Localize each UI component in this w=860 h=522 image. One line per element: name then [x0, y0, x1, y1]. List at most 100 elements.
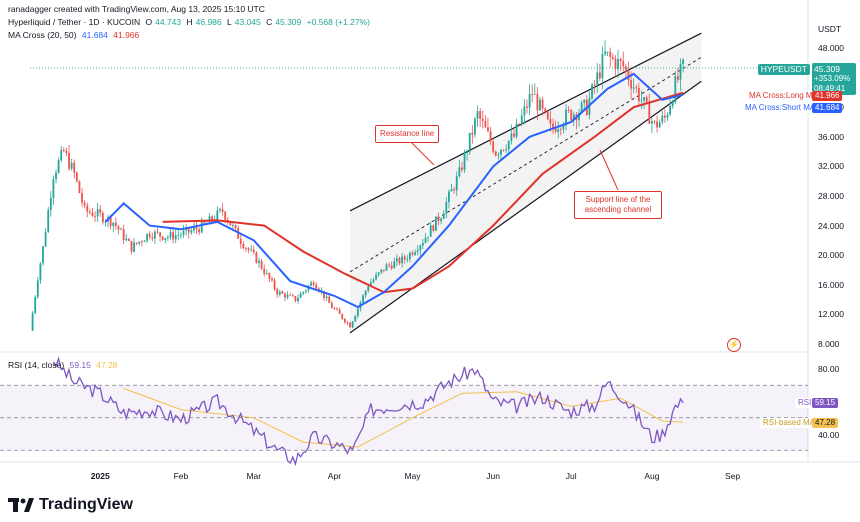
- candle-body: [364, 290, 367, 296]
- resistance-annotation[interactable]: Resistance line: [375, 125, 440, 143]
- support-annotation[interactable]: Support line of the ascending channel: [574, 191, 662, 219]
- candle-body: [479, 111, 482, 119]
- support-line: [349, 80, 702, 334]
- candle-body: [148, 233, 151, 237]
- candle-body: [338, 309, 341, 314]
- candle-body: [323, 291, 325, 299]
- ohlc-o-label: O: [145, 17, 153, 27]
- candle-body: [484, 120, 487, 128]
- attribution-text: ranadagger created with TradingView.com,…: [8, 4, 265, 14]
- ohlc-c-label: C: [266, 17, 273, 27]
- candle-body: [252, 249, 255, 253]
- candle-body: [70, 162, 73, 169]
- candle-body: [356, 308, 359, 316]
- time-tick-label: 2025: [90, 471, 110, 481]
- ma-legend[interactable]: MA Cross (20, 50) 41.684 41.966: [8, 30, 142, 40]
- candle-body: [606, 51, 609, 53]
- candle-body: [463, 152, 466, 170]
- tradingview-logo[interactable]: TradingView: [8, 496, 133, 514]
- rsi-legend[interactable]: RSI (14, close) 59.15 47.28: [8, 360, 121, 370]
- candle-body: [640, 100, 643, 102]
- flash-icon[interactable]: ⚡: [727, 338, 741, 352]
- candle-body: [273, 280, 276, 290]
- candle-body: [245, 248, 247, 249]
- short-ma-tag-value: 41.684: [812, 103, 843, 113]
- candle-body: [125, 238, 128, 241]
- candle-body: [88, 211, 91, 213]
- candle-body: [453, 189, 456, 191]
- ma-legend-label: MA Cross (20, 50): [8, 30, 77, 40]
- candle-body: [458, 167, 461, 177]
- candle-body: [578, 112, 580, 121]
- candle-body: [211, 216, 214, 221]
- ascending-channel[interactable]: [30, 32, 808, 334]
- last-price-tag: 45.309 +353.09% 08:49:41: [812, 63, 856, 95]
- time-tick-label: Apr: [327, 471, 342, 481]
- candle-body: [286, 294, 289, 298]
- candle-body: [278, 291, 281, 295]
- candle-body: [268, 273, 271, 279]
- candle-body: [604, 51, 606, 55]
- candle-body: [497, 154, 500, 156]
- support-annotation-arrow: [599, 149, 619, 191]
- candle-body: [518, 123, 521, 125]
- candle-body: [255, 252, 258, 263]
- candle-body: [630, 80, 632, 89]
- time-tick-label: Jun: [486, 471, 501, 481]
- candle-body: [198, 229, 201, 233]
- candle-body: [474, 118, 476, 135]
- last-price: 45.309: [814, 64, 840, 74]
- candle-body: [203, 221, 206, 224]
- candle-body: [156, 231, 159, 233]
- ohlc-high: 46.986: [195, 17, 222, 27]
- candle-body: [31, 312, 34, 331]
- candle-body: [502, 149, 505, 151]
- candle-body: [44, 232, 47, 247]
- symbol-legend[interactable]: Hyperliquid / Tether · 1D · KUCOIN O 44.7…: [8, 17, 373, 27]
- candle-body: [34, 296, 37, 313]
- candle-body: [632, 87, 635, 89]
- candle-body: [593, 84, 596, 86]
- attribution-line: ranadagger created with TradingView.com,…: [8, 4, 268, 14]
- candle-body: [101, 212, 104, 223]
- rsi-legend-value: 59.15: [69, 360, 91, 370]
- candle-body: [546, 111, 549, 120]
- candle-body: [481, 118, 484, 121]
- candle-body: [614, 58, 617, 70]
- candle-body: [164, 238, 167, 240]
- candle-body: [541, 99, 544, 109]
- candle-body: [52, 179, 55, 198]
- candle-body: [122, 228, 125, 241]
- candle-body: [263, 268, 266, 274]
- candle-body: [302, 291, 305, 294]
- candle-body: [49, 197, 52, 211]
- candle-body: [487, 127, 489, 132]
- candle-body: [315, 284, 318, 289]
- candle-body: [380, 269, 383, 273]
- candle-body: [62, 149, 65, 151]
- candle-body: [676, 76, 679, 80]
- candle-body: [466, 152, 469, 154]
- candle-body: [138, 241, 141, 244]
- candle-body: [172, 232, 175, 240]
- candle-body: [570, 110, 573, 121]
- candle-body: [601, 54, 604, 79]
- candle-body: [669, 106, 672, 115]
- ohlc-open: 44.743: [155, 17, 182, 27]
- candle-body: [234, 225, 237, 228]
- candle-body: [216, 210, 219, 221]
- candle-body: [637, 87, 640, 102]
- short-ma-line: [104, 72, 684, 309]
- symbol-tag: HYPEUSDT: [757, 64, 810, 75]
- candle-body: [653, 121, 656, 122]
- candle-body: [666, 114, 669, 118]
- candle-body: [187, 227, 190, 233]
- ma-legend-short: 41.684: [81, 30, 108, 40]
- candle-body: [427, 236, 430, 238]
- moving-averages: [104, 72, 684, 309]
- rsi-axis-40: 40.00: [818, 430, 840, 440]
- candle-body: [455, 176, 458, 191]
- candle-body: [536, 93, 539, 111]
- candle-body: [611, 56, 614, 59]
